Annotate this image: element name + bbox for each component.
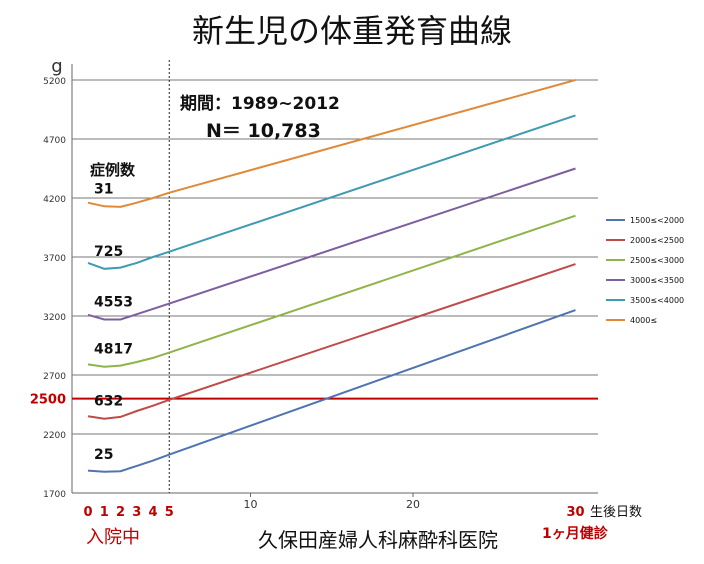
series-line-0 [87, 309, 576, 473]
x-day-label: 1 [100, 505, 109, 520]
legend: 1500≤<2000 2000≤<2500 2500≤<3000 3000≤<3500… [606, 216, 684, 325]
x-day-label: 0 [83, 505, 92, 520]
legend-entry: 4000≤ [630, 316, 657, 325]
legend-entry: 3000≤<3500 [630, 276, 684, 285]
case-count-label: 31 [94, 181, 113, 197]
x-day-label: 30 [566, 505, 584, 520]
case-count-label: 25 [94, 447, 113, 463]
x-axis: 10 20 0 1 2 3 4 5 30 [83, 493, 585, 520]
x-day-label: 5 [165, 505, 174, 520]
x-axis-label: 生後日数 [590, 505, 642, 520]
legend-entry: 1500≤<2000 [630, 216, 684, 225]
y-tick-label: 3700 [43, 254, 66, 264]
series-line-1 [87, 263, 576, 420]
y-tick-label: 2200 [43, 431, 66, 441]
series-lines [87, 79, 576, 473]
series-line-2 [87, 214, 576, 368]
y-tick-label: 4200 [43, 195, 66, 205]
reference-line-2500: 2500 [30, 393, 598, 408]
series-line-3 [87, 167, 576, 321]
grid: 1700 2200 2700 3200 3700 4200 4700 5200 [43, 60, 598, 500]
period-text: 期間：1989~2012 [180, 94, 340, 114]
x-tick-label: 20 [406, 498, 420, 511]
series-line-4 [87, 114, 576, 270]
n-text: N＝ 10,783 [206, 120, 321, 142]
y-tick-label: 3200 [43, 313, 66, 323]
y-axis-label: g [51, 56, 62, 77]
x-day-label: 3 [132, 505, 141, 520]
legend-entry: 3500≤<4000 [630, 296, 684, 305]
x-day-label: 2 [116, 505, 125, 520]
case-count-label: 725 [94, 244, 123, 260]
checkup-label: 1ヶ月健診 [542, 525, 609, 542]
y-tick-label: 4700 [43, 136, 66, 146]
legend-entry: 2500≤<3000 [630, 256, 684, 265]
y-tick-label: 2700 [43, 372, 66, 382]
x-tick-label: 10 [244, 498, 258, 511]
case-count-label: 4553 [94, 295, 133, 311]
series-line-5 [87, 79, 576, 208]
case-count-label: 632 [94, 394, 123, 410]
x-day-label: 4 [148, 505, 157, 520]
chart-title: 新生児の体重発育曲線 [192, 12, 512, 50]
case-count-label: 4817 [94, 342, 133, 358]
admission-label: 入院中 [86, 527, 140, 548]
clinic-name: 久保田産婦人科麻酔科医院 [258, 528, 498, 552]
y-tick-label: 5200 [43, 77, 66, 87]
y-tick-label: 1700 [43, 490, 66, 500]
legend-entry: 2000≤<2500 [630, 236, 684, 245]
reference-label: 2500 [30, 393, 66, 408]
case-counts: 31 725 4553 4817 632 25 [94, 181, 133, 463]
case-count-header: 症例数 [90, 161, 136, 179]
